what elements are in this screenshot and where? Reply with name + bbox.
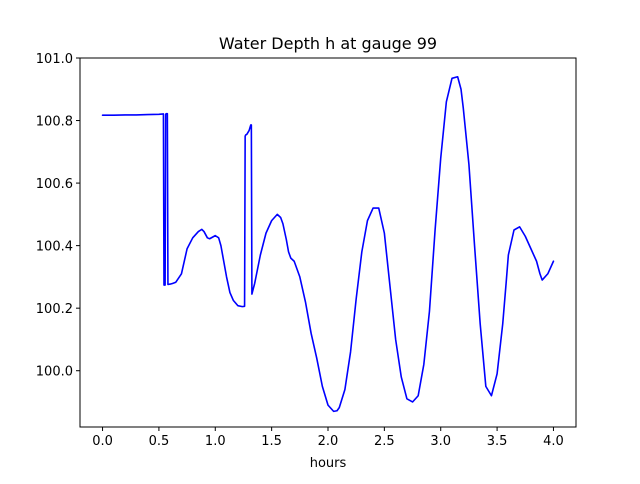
y-tick-label: 101.0 [36, 52, 73, 67]
x-tick-label: 0.0 [92, 434, 113, 449]
x-tick-label: 2.0 [318, 434, 339, 449]
y-tick-label: 100.6 [36, 177, 73, 192]
x-tick-label: 2.5 [374, 434, 395, 449]
x-axis-label: hours [310, 456, 347, 471]
x-tick-label: 4.0 [543, 434, 564, 449]
y-tick-label: 100.4 [36, 240, 73, 255]
x-axis-ticks: 0.0 0.5 1.0 1.5 2.0 2.5 3.0 3.5 4.0 [92, 427, 564, 449]
y-tick-label: 100.2 [36, 302, 73, 317]
chart-title: Water Depth h at gauge 99 [219, 34, 437, 53]
x-tick-label: 1.0 [205, 434, 226, 449]
y-tick-label: 100.0 [36, 365, 73, 380]
x-tick-label: 0.5 [149, 434, 170, 449]
series-line [101, 75, 555, 413]
x-tick-label: 1.5 [261, 434, 282, 449]
y-tick-label: 100.8 [36, 115, 73, 130]
y-axis-ticks: 100.0 100.2 100.4 100.6 100.8 101.0 [36, 52, 80, 380]
x-tick-label: 3.0 [430, 434, 451, 449]
x-tick-label: 3.5 [487, 434, 508, 449]
series-layer [101, 75, 555, 413]
